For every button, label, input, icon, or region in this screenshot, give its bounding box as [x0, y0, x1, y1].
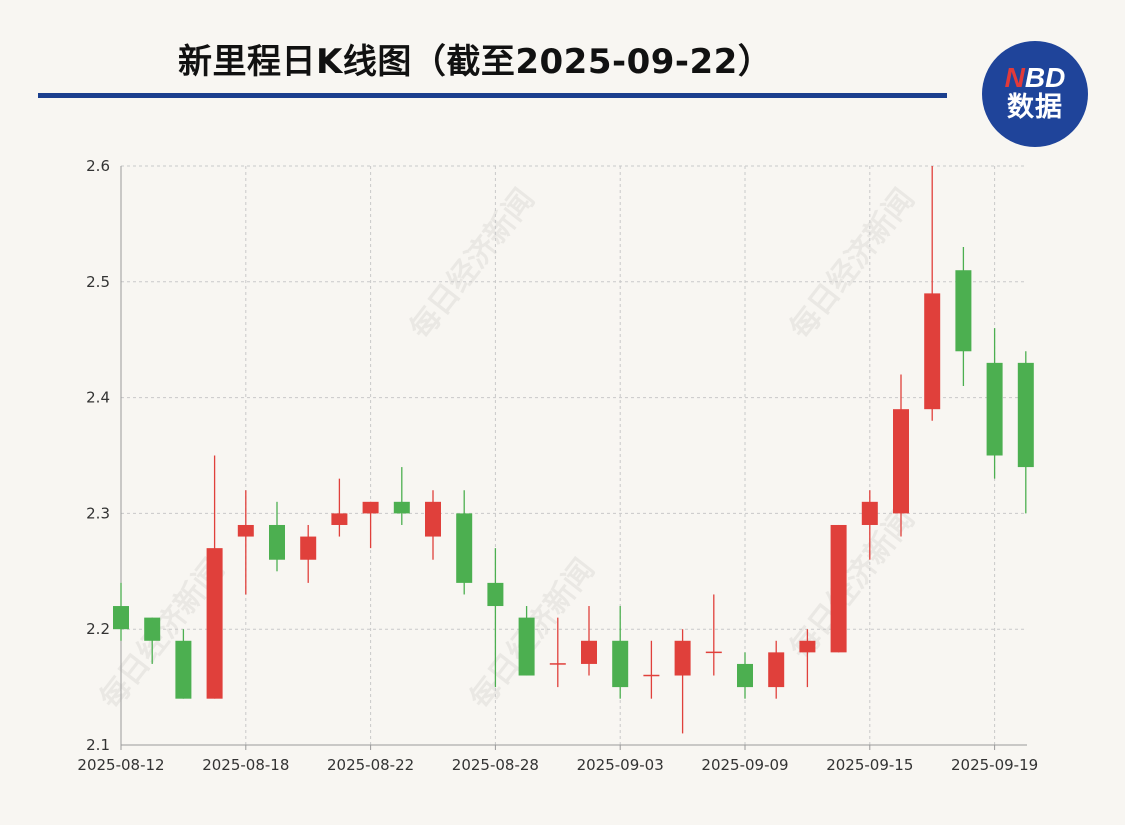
candle-body [612, 640, 629, 688]
candle [393, 467, 410, 525]
candle [924, 166, 941, 421]
watermark-text: 每日经济新闻 [403, 182, 541, 345]
y-tick-label: 2.6 [86, 157, 110, 175]
nbd-logo: NBD 数据 [982, 41, 1088, 147]
candle [113, 582, 129, 641]
axes-layer [120, 166, 1027, 750]
candle [549, 617, 566, 688]
candle-body [581, 640, 597, 664]
candle-body [269, 524, 285, 560]
x-tick-label: 2025-08-18 [202, 756, 289, 774]
candle-body [331, 513, 348, 525]
candle-body [768, 652, 785, 688]
candle-body [206, 548, 223, 699]
x-tick-label: 2025-08-28 [452, 756, 539, 774]
candle-body [549, 663, 566, 665]
x-tick-label: 2025-09-03 [577, 756, 664, 774]
candle-body [830, 524, 847, 653]
candle-body [737, 663, 753, 688]
candle-body [674, 640, 691, 676]
logo-letters-bd: BD [1024, 62, 1066, 93]
candle [518, 606, 535, 676]
candle-body [300, 536, 317, 560]
candle [331, 478, 348, 537]
candle [175, 629, 192, 699]
x-tick-label: 2025-09-15 [826, 756, 913, 774]
header: 新里程日K线图（截至2025-09-22） NBD 数据 [0, 0, 1125, 147]
candle [861, 490, 878, 560]
candle-body [425, 501, 441, 537]
candle-body [487, 582, 504, 607]
candle [581, 606, 597, 676]
x-tick-label: 2025-08-12 [77, 756, 164, 774]
watermark-text: 每日经济新闻 [783, 182, 921, 345]
candle [955, 247, 972, 387]
candle [425, 490, 441, 560]
x-tick-label: 2025-09-09 [701, 756, 788, 774]
candle-body [518, 617, 535, 676]
y-tick-label: 2.3 [86, 504, 110, 522]
candle [206, 455, 223, 699]
candle [612, 606, 629, 699]
candle [737, 652, 753, 699]
candle-body [705, 651, 722, 654]
candle [799, 629, 816, 688]
x-tick-label: 2025-09-19 [951, 756, 1038, 774]
candle [456, 490, 473, 595]
logo-text-nbd: NBD [1005, 64, 1066, 92]
candle [986, 328, 1003, 479]
candle [300, 524, 317, 583]
chart-title: 新里程日K线图（截至2025-09-22） [178, 42, 773, 82]
candle [768, 640, 785, 699]
candle [1017, 351, 1034, 514]
labels-layer: 2.1 2.2 2.3 2.4 2.5 2.6 2025-08-12 2025-08-18 20… [77, 157, 1038, 774]
candle-body [924, 293, 941, 410]
candle [144, 617, 161, 664]
logo-letter-n: N [1004, 62, 1025, 93]
grid-layer [120, 165, 1027, 745]
y-tick-label: 2.4 [86, 389, 110, 407]
title-underline [38, 93, 947, 98]
candle [269, 501, 285, 572]
candle-body [799, 640, 816, 653]
candle [237, 490, 254, 595]
candle-body [237, 524, 254, 537]
candle-body [144, 617, 161, 641]
y-tick-label: 2.2 [86, 620, 110, 638]
candle [643, 640, 660, 699]
candle-body [861, 501, 878, 525]
candle-body [986, 362, 1003, 456]
candle-body [362, 501, 379, 514]
x-tick-label: 2025-08-22 [327, 756, 414, 774]
candle-body [393, 501, 410, 514]
candle-body [456, 513, 473, 583]
candle [487, 548, 504, 688]
candle-body [175, 640, 192, 699]
candle-body [893, 409, 909, 514]
y-tick-label: 2.5 [86, 273, 110, 291]
logo-text-data: 数据 [1007, 92, 1063, 123]
candle [893, 374, 909, 537]
candle [362, 501, 379, 549]
candle-body [643, 674, 660, 677]
candle-body [1017, 362, 1034, 468]
y-tick-label: 2.1 [86, 736, 110, 754]
candle [674, 629, 691, 734]
candles-layer [113, 166, 1034, 734]
candle-body [955, 270, 972, 352]
candle [830, 524, 847, 653]
candle [705, 594, 722, 676]
candle-body [113, 606, 129, 630]
